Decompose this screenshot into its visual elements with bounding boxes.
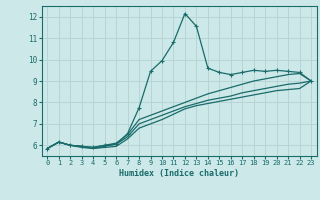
X-axis label: Humidex (Indice chaleur): Humidex (Indice chaleur) <box>119 169 239 178</box>
